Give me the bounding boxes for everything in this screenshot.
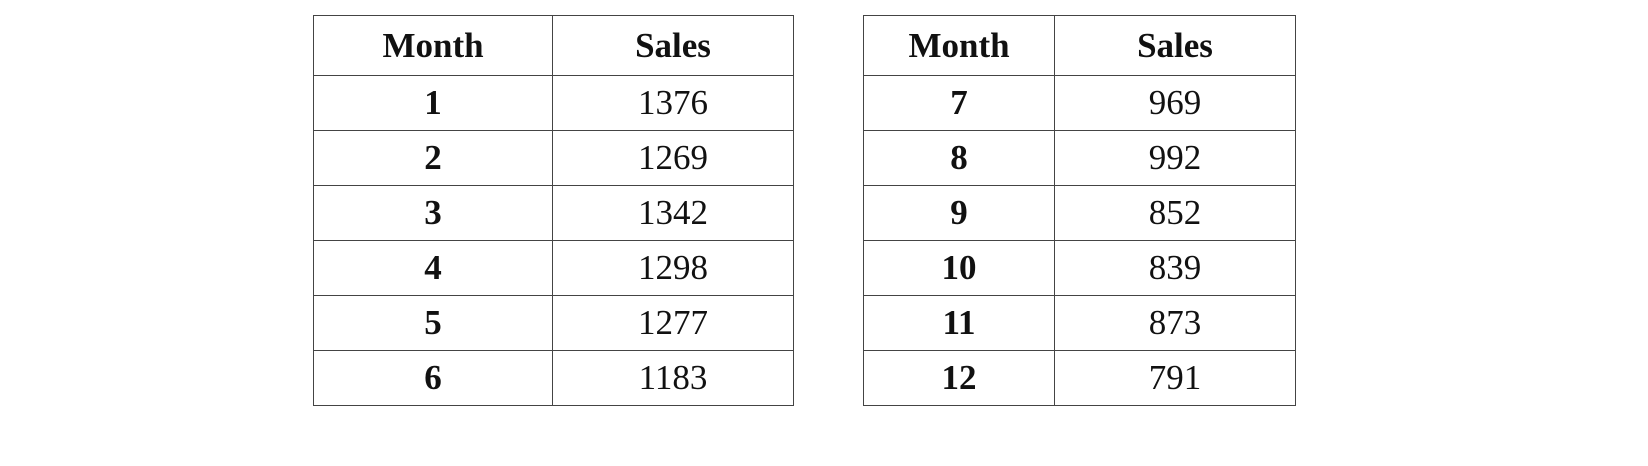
table-row: 8 992 <box>863 130 1296 186</box>
table-row: 6 1183 <box>313 350 794 406</box>
sales-cell: 873 <box>1054 295 1296 351</box>
month-cell: 9 <box>863 185 1055 241</box>
month-cell: 4 <box>313 240 553 296</box>
sales-cell: 791 <box>1054 350 1296 406</box>
table-row: 11 873 <box>863 295 1296 351</box>
month-cell: 2 <box>313 130 553 186</box>
month-cell: 6 <box>313 350 553 406</box>
sales-cell: 1376 <box>552 75 794 131</box>
sales-table-months-7-12: Month Sales 7 969 8 992 9 852 10 839 11 873 12 791 <box>863 15 1296 406</box>
sales-cell: 1277 <box>552 295 794 351</box>
table-row: 2 1269 <box>313 130 794 186</box>
header-row: Month Sales <box>863 15 1296 76</box>
sales-cell: 839 <box>1054 240 1296 296</box>
month-cell: 11 <box>863 295 1055 351</box>
column-header-month: Month <box>863 15 1055 76</box>
sales-cell: 992 <box>1054 130 1296 186</box>
column-header-sales: Sales <box>552 15 794 76</box>
sales-cell: 969 <box>1054 75 1296 131</box>
column-header-month: Month <box>313 15 553 76</box>
month-cell: 8 <box>863 130 1055 186</box>
month-cell: 10 <box>863 240 1055 296</box>
sales-cell: 1183 <box>552 350 794 406</box>
sales-cell: 852 <box>1054 185 1296 241</box>
table-row: 12 791 <box>863 350 1296 406</box>
table-row: 1 1376 <box>313 75 794 131</box>
sales-cell: 1298 <box>552 240 794 296</box>
table-row: 10 839 <box>863 240 1296 296</box>
sales-table-months-1-6: Month Sales 1 1376 2 1269 3 1342 4 1298 5 1277 6 11… <box>313 15 794 406</box>
month-cell: 7 <box>863 75 1055 131</box>
sales-cell: 1342 <box>552 185 794 241</box>
table-row: 9 852 <box>863 185 1296 241</box>
column-header-sales: Sales <box>1054 15 1296 76</box>
header-row: Month Sales <box>313 15 794 76</box>
month-cell: 3 <box>313 185 553 241</box>
month-cell: 5 <box>313 295 553 351</box>
month-cell: 1 <box>313 75 553 131</box>
month-cell: 12 <box>863 350 1055 406</box>
sales-cell: 1269 <box>552 130 794 186</box>
table-row: 4 1298 <box>313 240 794 296</box>
table-row: 3 1342 <box>313 185 794 241</box>
table-row: 7 969 <box>863 75 1296 131</box>
table-row: 5 1277 <box>313 295 794 351</box>
